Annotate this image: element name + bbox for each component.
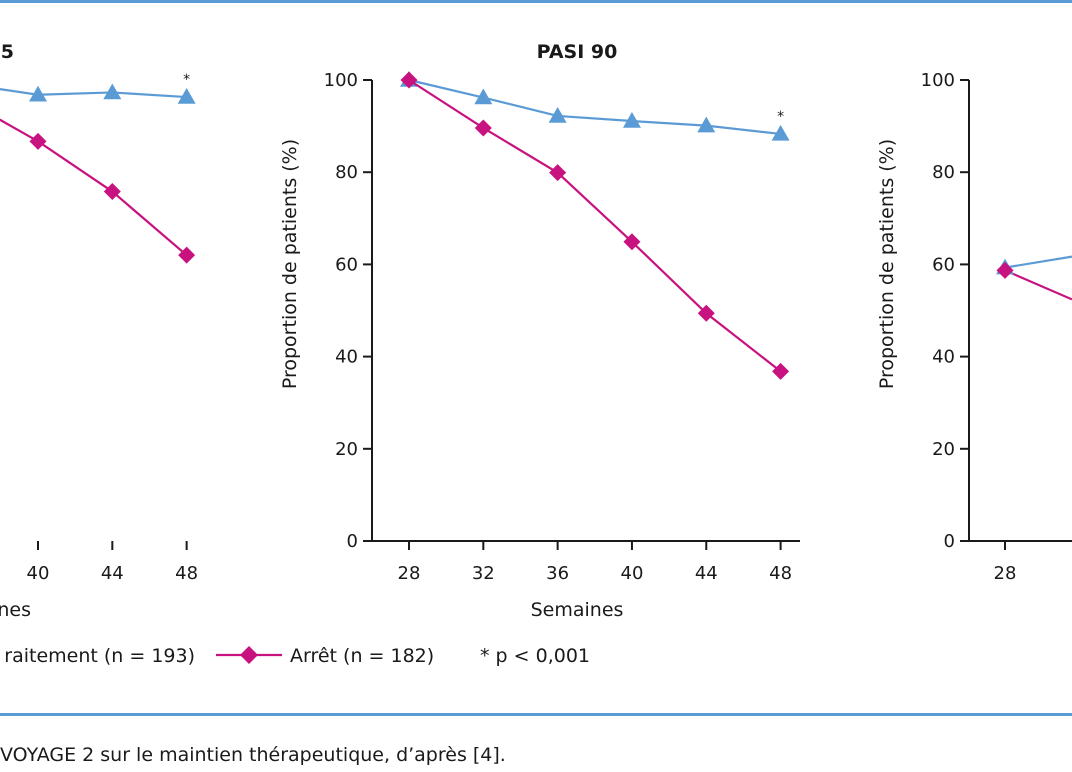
panel-right-series-b-line <box>1004 269 1072 301</box>
panel-middle-x-tick-label: 36 <box>546 563 569 584</box>
panel-middle-significance-marker: * <box>777 109 784 125</box>
panel-middle-title: PASI 90 <box>537 41 618 63</box>
panel-middle-y-tick-label: 100 <box>324 70 358 91</box>
bottom-rule <box>0 713 1072 716</box>
panel-middle-series-b-point <box>400 71 418 89</box>
panel-middle-series-a-point <box>548 106 567 123</box>
panel-middle-xlabel: Semaines <box>531 599 624 621</box>
legend-series-b-label: Arrêt (n = 182) <box>290 645 434 667</box>
panel-left-series-b-point <box>178 246 196 264</box>
panel-right-y-tick-label: 20 <box>932 439 955 460</box>
panel-right-x-tick-label: 28 <box>994 563 1017 584</box>
panel-middle-series-a-line <box>408 78 781 136</box>
panel-left-xlabel: nes <box>0 599 31 621</box>
legend-series-a-label: raitement (n = 193) <box>4 645 195 667</box>
panel-right-y-tick-label: 100 <box>921 70 955 91</box>
figure-caption: VOYAGE 2 sur le maintien thérapeutique, … <box>0 744 506 766</box>
panel-left-x-tick-label: 44 <box>101 563 124 584</box>
legend-note: * p < 0,001 <box>480 645 590 667</box>
panel-middle-series-b-point <box>623 233 641 251</box>
panel-middle-x-tick-label: 44 <box>695 563 718 584</box>
panel-middle-y-tick-label: 40 <box>335 347 358 368</box>
panel-middle-x-tick-label: 40 <box>621 563 644 584</box>
panel-left-series-a-point <box>103 83 122 100</box>
panel-middle-y-tick-label: 80 <box>335 162 358 183</box>
panel-left-series-b-point <box>103 183 121 201</box>
panel-middle-x-tick-label: 32 <box>472 563 495 584</box>
panel-right-y-tick-label: 80 <box>932 162 955 183</box>
panel-middle-x-tick-label: 48 <box>769 563 792 584</box>
panel-left-significance-marker: * <box>183 72 190 88</box>
panel-middle-series-b-line <box>408 79 782 373</box>
panel-middle-series-a-point <box>697 116 716 133</box>
panel-right-series-b-point <box>996 261 1014 279</box>
top-rule <box>0 0 1072 3</box>
panel-middle-series-b-point <box>772 362 790 380</box>
panel-left-series-a-point <box>29 85 47 102</box>
panel-middle-y-tick-label: 0 <box>347 531 358 552</box>
legend-series-b-marker <box>240 646 258 664</box>
panel-left-series-b-line <box>0 118 188 257</box>
panel-right-y-tick-label: 60 <box>932 254 955 275</box>
panel-left-series-a-point <box>177 88 196 104</box>
panel-right-y-tick-label: 40 <box>932 347 955 368</box>
panel-middle-series-b-point <box>549 164 567 182</box>
panel-middle-x-tick-label: 28 <box>398 563 421 584</box>
panel-left-series-b-point <box>29 132 47 150</box>
panel-middle-series-a-point <box>474 88 493 105</box>
panel-middle-series-a-point <box>622 112 641 128</box>
panel-right-ylabel: Proportion de patients (%) <box>876 139 898 389</box>
panel-left-title: 75 <box>0 41 14 63</box>
panel-middle-series-b-point <box>697 304 715 322</box>
panel-middle-series-b-point <box>474 119 492 137</box>
panel-left-x-tick-label: 48 <box>175 563 198 584</box>
panel-left-x-tick-label: 40 <box>27 563 50 584</box>
panel-middle-series-a-point <box>771 124 790 141</box>
panel-middle-ylabel: Proportion de patients (%) <box>279 139 301 389</box>
panel-middle-y-tick-label: 60 <box>335 254 358 275</box>
panel-left-series-a-line <box>0 87 187 99</box>
panel-middle-y-tick-label: 20 <box>335 439 358 460</box>
panel-right-series-a-line <box>1004 255 1072 269</box>
panel-right-y-tick-label: 0 <box>944 531 955 552</box>
